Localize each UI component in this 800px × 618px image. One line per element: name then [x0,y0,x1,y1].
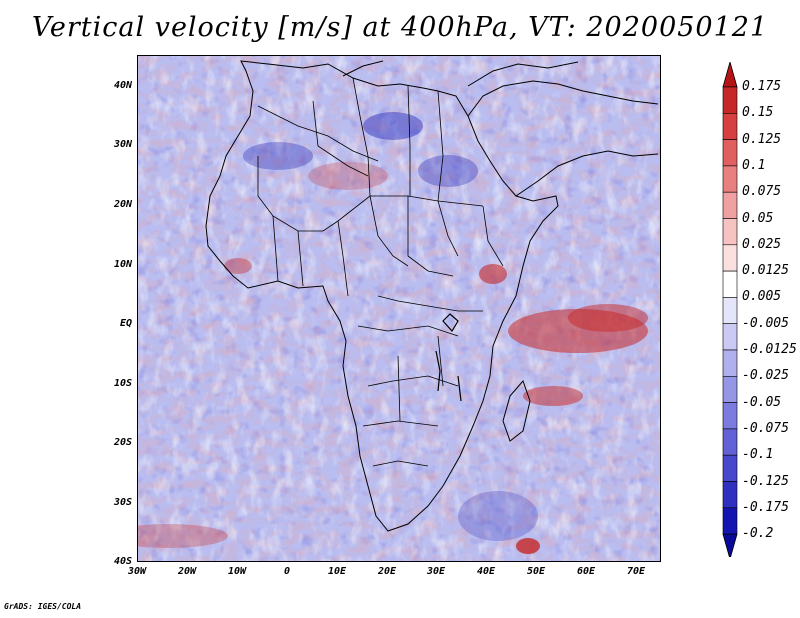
colorbar-segment [722,297,738,324]
colorbar-segment [722,139,738,167]
lat-label-30n: 30N [113,139,132,150]
lon-label-70e: 70E [626,566,646,577]
chart-title: Vertical velocity [m/s] at 400hPa, VT: 2… [31,12,769,43]
lakes [435,313,462,402]
colorbar-tick-label: 0.075 [742,184,782,200]
lat-label-40n: 40N [113,80,132,91]
colorbar-tick-label: 0.15 [742,105,774,121]
velocity-map [138,56,660,561]
colorbar-tick-label: -0.05 [742,394,782,410]
colorbar-tick-label: 0.0125 [742,263,789,279]
lon-label-60e: 60E [576,566,596,577]
colorbar-tick-label: -0.125 [742,473,789,489]
colorbar-tick-label: -0.0125 [742,342,797,357]
colorbar-segment [722,428,738,456]
lat-label-10n: 10N [113,259,132,270]
colorbar-segment [722,349,738,377]
colorbar-tick-label: 0.175 [742,79,782,94]
colorbar-segment [722,323,738,351]
colorbar-tick-label: 0.1 [742,157,766,173]
upward-motion-regions [138,162,648,554]
colorbar-tick-label: -0.175 [742,499,789,515]
colorbar-tick-label: 0.005 [742,289,782,305]
lat-label-eq: EQ [119,318,132,329]
lon-label-50e: 50E [526,566,546,577]
country-borders [257,77,504,467]
lon-label-30w: 30W [127,566,147,577]
lon-label-20w: 20W [177,566,197,577]
colorbar-segment [722,86,738,114]
lat-label-20n: 20N [113,199,132,210]
lon-label-10e: 10E [327,566,347,577]
colorbar-segment [722,454,738,482]
colorbar-segment [722,112,738,140]
colorbar-tick-label: -0.2 [742,526,774,542]
lon-label-40e: 40E [476,566,496,577]
lat-label-40s: 40S [113,556,132,567]
colorbar-tick-label: 0.05 [742,210,774,226]
coastlines [205,60,659,532]
noise-white-layer [138,56,660,561]
colorbar-tick-label: -0.1 [742,447,774,463]
colorbar-segment [722,402,738,430]
colorbar-tick-label: 0.025 [742,236,782,252]
colorbar-bottom-arrow [722,533,738,557]
colorbar-segment [722,375,738,403]
colorbar-tick-label: -0.075 [742,420,789,436]
colorbar-tick-label: -0.025 [742,368,789,384]
lat-label-30s: 30S [113,497,132,508]
downward-motion-regions [243,112,538,541]
colorbar-segment [722,481,738,509]
lon-label-0: 0 [283,566,291,577]
colorbar [722,62,738,557]
colorbar-segment [722,270,738,298]
colorbar-segment [722,244,738,272]
colorbar-segment [722,165,738,193]
lat-label-20s: 20S [113,437,132,448]
grads-credit: GrADS: IGES/COLA [4,602,82,611]
lon-label-20e: 20E [377,566,397,577]
colorbar-segment [722,191,738,219]
colorbar-tick-label: -0.005 [742,315,789,331]
colorbar-top-arrow [722,62,738,88]
colorbar-segment [722,218,738,246]
lon-label-10w: 10W [227,566,247,577]
lat-label-10s: 10S [113,378,132,389]
lon-label-30e: 30E [426,566,446,577]
colorbar-tick-label: 0.125 [742,131,782,147]
colorbar-segment [722,507,738,535]
map-frame [137,55,661,562]
